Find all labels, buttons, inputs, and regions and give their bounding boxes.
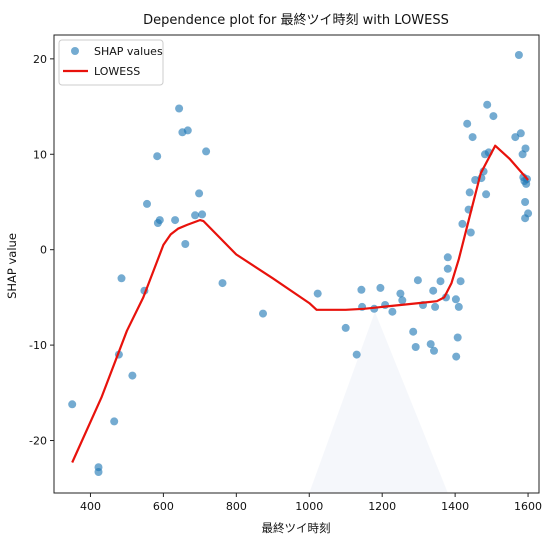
- scatter-point: [521, 144, 530, 153]
- x-tick-label: 1400: [441, 500, 469, 513]
- legend-box: [58, 39, 164, 86]
- scatter-point: [516, 129, 525, 138]
- scatter-point: [452, 352, 461, 361]
- scatter-point: [202, 147, 211, 156]
- scatter-point: [117, 274, 126, 283]
- scatter-point: [110, 417, 119, 426]
- scatter-point: [489, 112, 498, 121]
- scatter-point: [443, 253, 452, 262]
- scatter-point: [171, 216, 180, 225]
- x-tick-label: 600: [153, 500, 174, 513]
- scatter-point: [429, 286, 438, 295]
- scatter-point: [430, 346, 438, 355]
- scatter-point: [436, 277, 445, 286]
- scatter-point: [482, 190, 491, 199]
- scatter-point: [388, 307, 397, 316]
- scatter-point: [471, 176, 480, 184]
- scatter-point: [413, 276, 422, 285]
- scatter-point: [524, 209, 533, 218]
- x-tick-label: 1000: [295, 500, 323, 513]
- scatter-point: [483, 100, 492, 109]
- legend: SHAP values LOWESS: [58, 39, 164, 86]
- scatter-point: [218, 279, 227, 288]
- y-tick-label: 0: [40, 244, 47, 257]
- scatter-point: [153, 152, 162, 161]
- lowess-line: [71, 144, 529, 463]
- scatter-point: [143, 199, 151, 208]
- axes-frame: [53, 34, 540, 494]
- scatter-point: [398, 296, 407, 305]
- y-tick-label: -20: [29, 435, 47, 448]
- axes: 400 600 800 1000 1200 1400 1600 -20 -10 0 10 20: [29, 34, 542, 513]
- shaded-region: [309, 311, 448, 493]
- scatter-point: [443, 264, 452, 273]
- scatter-point: [454, 302, 463, 311]
- scatter-point: [183, 126, 192, 135]
- x-tick-label: 800: [226, 500, 247, 513]
- chart-title: Dependence plot for 最終ツイ時刻 with LOWESS: [143, 12, 449, 28]
- scatter-point: [396, 289, 405, 298]
- scatter-point: [376, 283, 385, 292]
- scatter-point: [128, 371, 137, 380]
- x-tick-label: 400: [80, 500, 101, 513]
- scatter-point: [411, 343, 420, 351]
- x-axis-label: 最終ツイ時刻: [262, 521, 331, 535]
- y-axis-label: SHAP value: [5, 233, 19, 299]
- scatter-point: [409, 327, 418, 336]
- legend-label-shap: SHAP values: [94, 45, 163, 58]
- scatter-point: [521, 198, 530, 206]
- scatter-point: [198, 210, 207, 219]
- y-tick-label: 10: [33, 148, 47, 161]
- y-tick-label: 20: [33, 53, 47, 66]
- scatter-point: [313, 289, 322, 298]
- scatter-point: [352, 350, 361, 359]
- scatter-point: [155, 216, 164, 225]
- plot-area: [68, 51, 533, 493]
- legend-label-lowess: LOWESS: [94, 65, 140, 78]
- scatter-point: [458, 219, 467, 228]
- scatter-point: [456, 277, 465, 286]
- x-tick-label: 1600: [514, 500, 542, 513]
- scatter-point: [259, 309, 267, 318]
- scatter-point: [465, 188, 474, 197]
- scatter-point: [341, 323, 350, 332]
- legend-marker-shap: [71, 47, 79, 55]
- scatter-point: [453, 333, 462, 342]
- scatter-point: [181, 240, 190, 248]
- scatter-point: [463, 119, 472, 128]
- scatter-point: [94, 468, 103, 476]
- x-tick-label: 1200: [368, 500, 396, 513]
- scatter-point: [175, 104, 184, 113]
- scatter-point: [431, 302, 440, 311]
- scatter-point: [191, 211, 200, 220]
- scatter-point: [68, 400, 77, 409]
- scatter-point: [466, 228, 475, 237]
- scatter-point: [426, 340, 435, 349]
- scatter-point: [514, 51, 523, 59]
- y-tick-label: -10: [29, 339, 47, 352]
- scatter-point: [195, 189, 204, 198]
- scatter-point: [468, 133, 477, 142]
- scatter-point: [357, 285, 366, 294]
- scatter-point: [451, 295, 460, 304]
